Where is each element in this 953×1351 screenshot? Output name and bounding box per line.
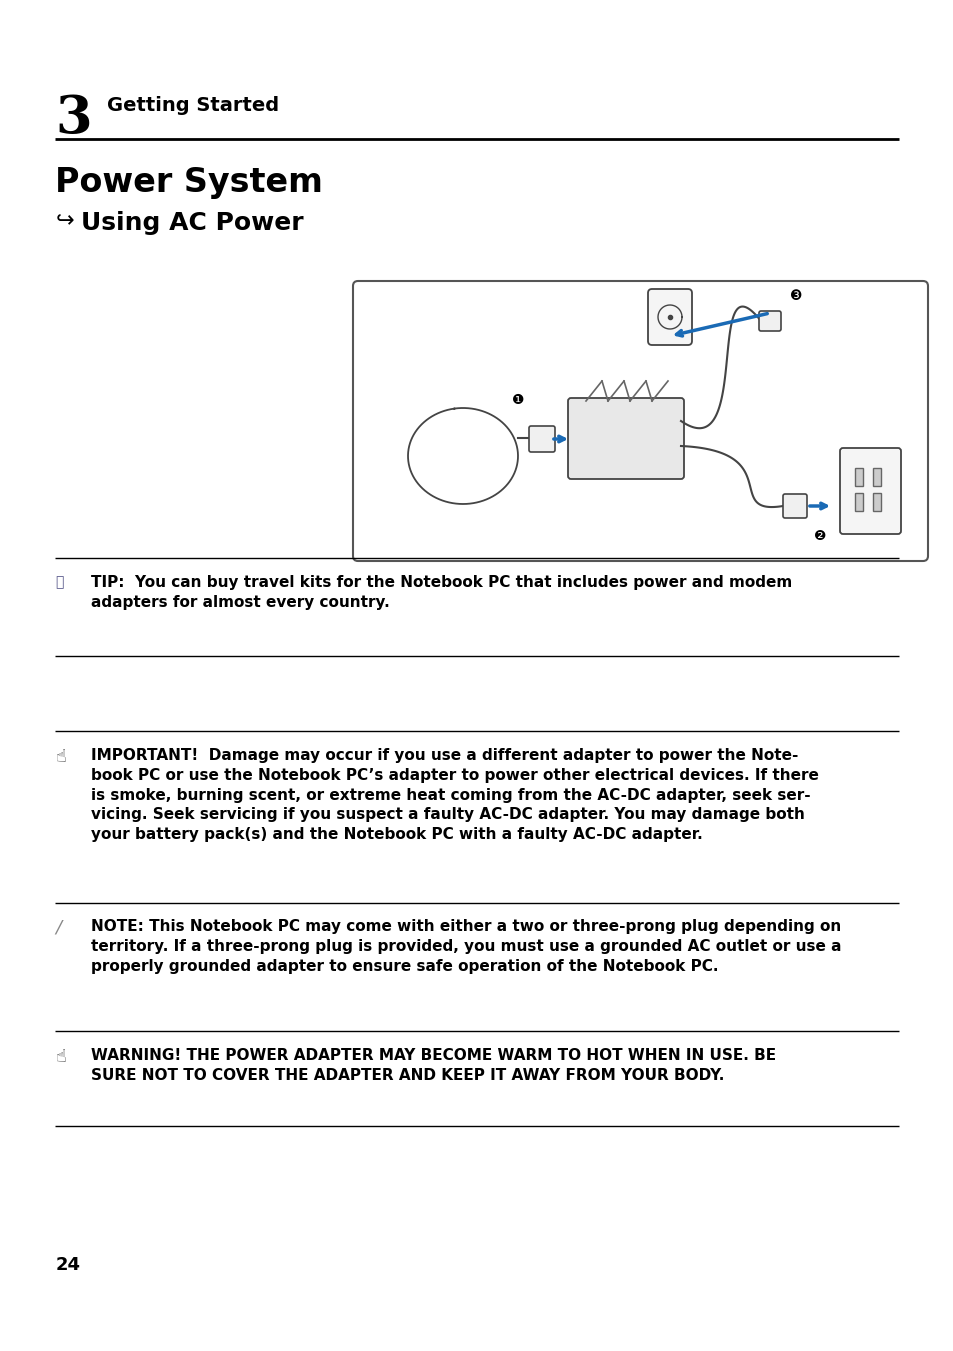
- Text: Using AC Power: Using AC Power: [81, 211, 304, 235]
- FancyBboxPatch shape: [529, 426, 555, 453]
- Text: Getting Started: Getting Started: [108, 96, 279, 115]
- FancyBboxPatch shape: [647, 289, 691, 345]
- Text: Power System: Power System: [55, 166, 323, 199]
- FancyBboxPatch shape: [567, 399, 683, 480]
- FancyBboxPatch shape: [353, 281, 927, 561]
- Text: ❸: ❸: [789, 289, 801, 303]
- Text: ❶: ❶: [511, 393, 524, 407]
- Text: ❷: ❷: [813, 530, 825, 543]
- Text: IMPORTANT!  Damage may occur if you use a different adapter to power the Note-
b: IMPORTANT! Damage may occur if you use a…: [91, 748, 818, 842]
- Text: 24: 24: [55, 1256, 80, 1274]
- Text: 🔑: 🔑: [55, 576, 64, 589]
- FancyBboxPatch shape: [759, 311, 781, 331]
- Text: /: /: [55, 919, 61, 938]
- Text: WARNING! THE POWER ADAPTER MAY BECOME WARM TO HOT WHEN IN USE. BE
SURE NOT TO CO: WARNING! THE POWER ADAPTER MAY BECOME WA…: [91, 1048, 775, 1082]
- Bar: [854, 493, 862, 511]
- Text: NOTE: This Notebook PC may come with either a two or three-prong plug depending : NOTE: This Notebook PC may come with eit…: [91, 919, 841, 974]
- Text: TIP:  You can buy travel kits for the Notebook PC that includes power and modem
: TIP: You can buy travel kits for the Not…: [91, 576, 791, 609]
- Text: ↪: ↪: [55, 211, 74, 231]
- FancyBboxPatch shape: [782, 494, 806, 517]
- Bar: [854, 467, 862, 486]
- FancyBboxPatch shape: [840, 449, 900, 534]
- Text: 3: 3: [55, 93, 91, 145]
- Bar: [872, 467, 880, 486]
- Text: ☝: ☝: [55, 748, 67, 766]
- Bar: [872, 493, 880, 511]
- Text: ☝: ☝: [55, 1048, 67, 1066]
